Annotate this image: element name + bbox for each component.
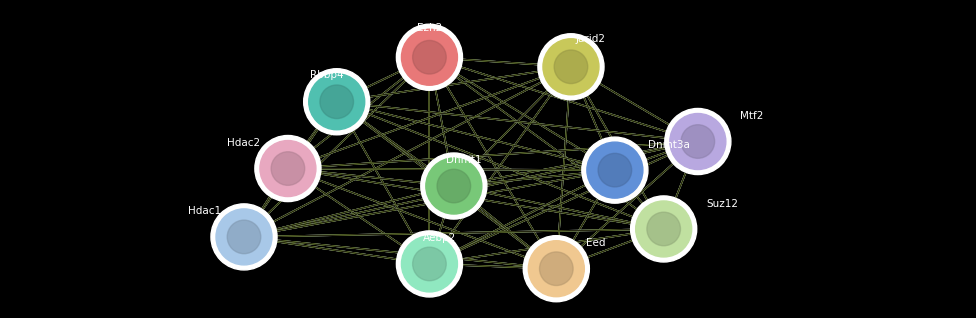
Ellipse shape <box>304 69 370 135</box>
Ellipse shape <box>401 29 458 85</box>
Ellipse shape <box>271 152 305 185</box>
Ellipse shape <box>543 39 599 95</box>
Ellipse shape <box>540 252 573 286</box>
Text: Rbbp4: Rbbp4 <box>310 70 344 80</box>
Ellipse shape <box>308 74 365 130</box>
Text: Dnmt3a: Dnmt3a <box>648 141 689 150</box>
Ellipse shape <box>647 212 680 246</box>
Ellipse shape <box>401 236 458 292</box>
Ellipse shape <box>413 40 446 74</box>
Ellipse shape <box>670 114 726 169</box>
Ellipse shape <box>211 204 277 270</box>
Ellipse shape <box>255 135 321 202</box>
Ellipse shape <box>413 247 446 281</box>
Text: Hdac1: Hdac1 <box>188 206 222 216</box>
Ellipse shape <box>598 153 631 187</box>
Text: Aebp2: Aebp2 <box>423 233 456 243</box>
Ellipse shape <box>523 236 590 302</box>
Ellipse shape <box>681 125 714 158</box>
Ellipse shape <box>227 220 261 254</box>
Text: Ezh2: Ezh2 <box>417 24 442 33</box>
Ellipse shape <box>320 85 353 119</box>
Ellipse shape <box>260 141 316 197</box>
Text: Jarid2: Jarid2 <box>576 34 605 44</box>
Ellipse shape <box>538 34 604 100</box>
Ellipse shape <box>587 142 643 198</box>
Ellipse shape <box>426 158 482 214</box>
Ellipse shape <box>582 137 648 203</box>
Ellipse shape <box>635 201 692 257</box>
Text: Dnmt1: Dnmt1 <box>446 156 481 165</box>
Ellipse shape <box>396 231 463 297</box>
Ellipse shape <box>630 196 697 262</box>
Ellipse shape <box>528 241 585 297</box>
Ellipse shape <box>216 209 272 265</box>
Text: Mtf2: Mtf2 <box>740 111 763 121</box>
Ellipse shape <box>396 24 463 90</box>
Text: Eed: Eed <box>586 238 605 248</box>
Ellipse shape <box>554 50 588 84</box>
Ellipse shape <box>665 108 731 175</box>
Text: Hdac2: Hdac2 <box>227 138 261 148</box>
Ellipse shape <box>437 169 470 203</box>
Ellipse shape <box>421 153 487 219</box>
Text: Suz12: Suz12 <box>707 199 738 209</box>
